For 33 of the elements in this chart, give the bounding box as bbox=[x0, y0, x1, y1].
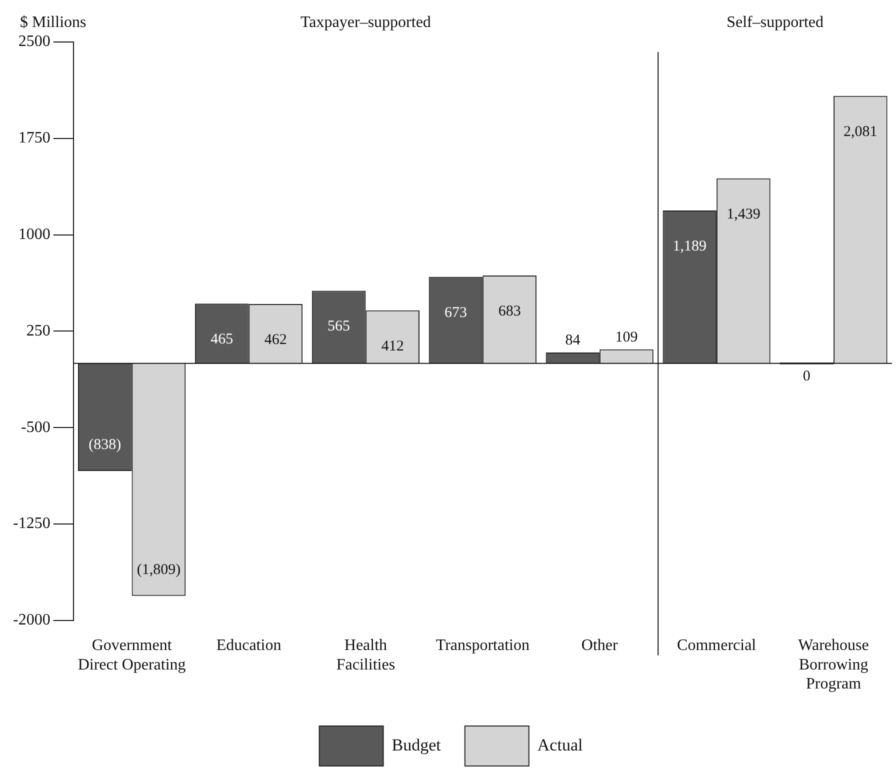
legend-label: Actual bbox=[537, 735, 583, 754]
data-label: 2,081 bbox=[844, 124, 878, 140]
data-label: 84 bbox=[565, 332, 581, 348]
data-label: 109 bbox=[615, 329, 638, 346]
data-label: 412 bbox=[381, 338, 404, 354]
data-label: 465 bbox=[210, 332, 234, 348]
data-label: 462 bbox=[264, 332, 287, 348]
x-tick-label: Transportation bbox=[436, 637, 530, 654]
data-label: 565 bbox=[328, 318, 350, 335]
x-tick-label: Education bbox=[216, 637, 282, 654]
y-tick-label: 250 bbox=[26, 322, 50, 340]
x-tick-label: Warehouse Borrowing Program bbox=[798, 637, 869, 693]
x-tick-label: Health Facilities bbox=[336, 637, 396, 674]
data-label: (1,809) bbox=[136, 562, 181, 578]
x-tick-label: Other bbox=[581, 637, 618, 654]
y-tick-label: -2000 bbox=[13, 612, 50, 629]
y-tick-label: -500 bbox=[21, 418, 50, 436]
y-tick-label: -1250 bbox=[13, 515, 50, 532]
y-axis-title: $ Millions bbox=[20, 14, 86, 31]
data-label: 1,439 bbox=[726, 206, 760, 222]
data-label: 673 bbox=[444, 304, 468, 321]
data-label: 683 bbox=[498, 303, 521, 320]
y-tick-label: 1750 bbox=[18, 130, 50, 147]
y-tick-label: 2500 bbox=[18, 33, 50, 50]
x-tick-label: Government Direct Operating bbox=[78, 637, 186, 674]
y-tick-label: 1000 bbox=[18, 226, 50, 244]
x-tick-label: Commercial bbox=[677, 637, 757, 654]
data-label: (838) bbox=[88, 436, 122, 453]
text: Taxpayer–supported bbox=[300, 14, 431, 31]
data-label: 0 bbox=[802, 368, 810, 384]
text: Self–supported bbox=[726, 14, 824, 31]
legend-label: Budget bbox=[392, 735, 442, 754]
data-label: 1,189 bbox=[672, 238, 707, 254]
